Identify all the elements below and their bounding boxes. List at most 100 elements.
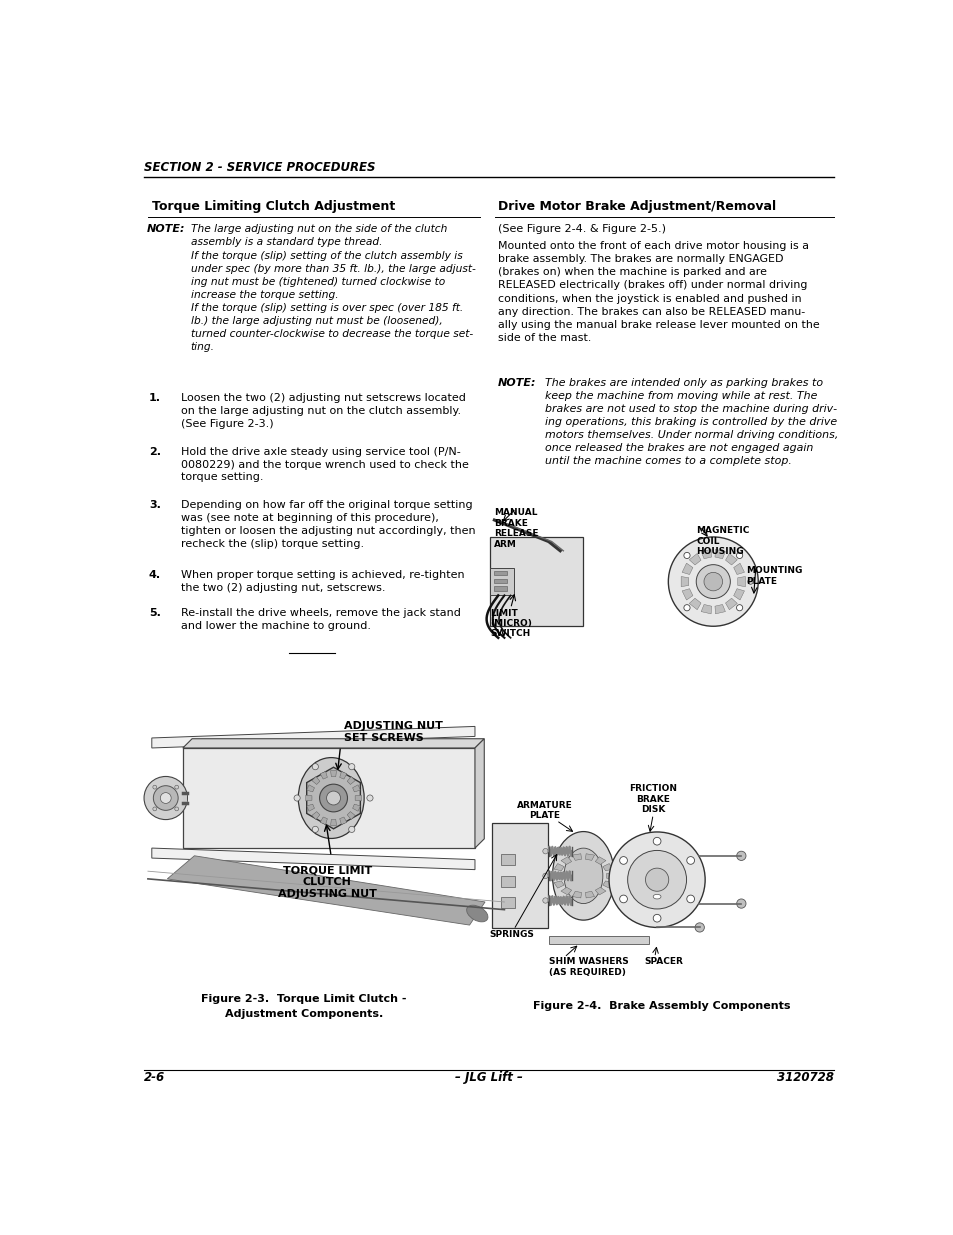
Ellipse shape (298, 757, 364, 839)
Polygon shape (306, 795, 312, 802)
Text: Torque Limiting Clutch Adjustment: Torque Limiting Clutch Adjustment (152, 200, 395, 212)
Polygon shape (554, 863, 563, 871)
Circle shape (747, 579, 753, 584)
Polygon shape (602, 863, 613, 871)
Polygon shape (152, 726, 475, 748)
Polygon shape (714, 550, 724, 558)
Text: 4.: 4. (149, 571, 161, 580)
Circle shape (645, 868, 668, 892)
Circle shape (736, 899, 745, 908)
Circle shape (686, 857, 694, 864)
Bar (183, 748, 475, 848)
Text: The brakes are intended only as parking brakes to
keep the machine from moving w: The brakes are intended only as parking … (544, 378, 838, 466)
Circle shape (695, 923, 703, 932)
Polygon shape (725, 598, 737, 610)
Text: SPRINGS: SPRINGS (488, 930, 534, 939)
Polygon shape (306, 767, 360, 829)
Circle shape (736, 851, 745, 861)
Bar (494, 587, 506, 590)
Polygon shape (700, 550, 711, 558)
Text: SHIM WASHERS
(AS REQUIRED): SHIM WASHERS (AS REQUIRED) (548, 957, 628, 977)
Bar (490, 537, 583, 626)
Polygon shape (320, 772, 327, 779)
Circle shape (569, 898, 575, 904)
Polygon shape (339, 772, 347, 779)
Circle shape (668, 537, 758, 626)
Polygon shape (688, 598, 700, 610)
Polygon shape (737, 577, 744, 587)
Text: NOTE:: NOTE: (147, 225, 186, 235)
Text: FRICTION
BRAKE
DISK: FRICTION BRAKE DISK (629, 784, 677, 814)
Bar (490, 568, 513, 595)
Text: Figure 2-4.  Brake Assembly Components: Figure 2-4. Brake Assembly Components (532, 1000, 789, 1010)
Polygon shape (560, 857, 571, 864)
Text: Drive Motor Brake Adjustment/Removal: Drive Motor Brake Adjustment/Removal (497, 200, 776, 212)
Text: Figure 2-3.  Torque Limit Clutch -: Figure 2-3. Torque Limit Clutch - (201, 994, 406, 1004)
Text: 2.: 2. (149, 447, 161, 457)
Circle shape (367, 795, 373, 802)
Polygon shape (606, 873, 614, 879)
Text: Hold the drive axle steady using service tool (P/N-
0080229) and the torque wren: Hold the drive axle steady using service… (181, 447, 469, 483)
Circle shape (174, 785, 178, 789)
Text: Loosen the two (2) adjusting nut setscrews located
on the large adjusting nut on: Loosen the two (2) adjusting nut setscre… (181, 393, 466, 429)
Bar (500, 898, 515, 908)
Circle shape (294, 795, 300, 802)
Text: LIMIT
(MICRO)
SWITCH: LIMIT (MICRO) SWITCH (490, 609, 532, 638)
Polygon shape (353, 784, 360, 792)
Circle shape (542, 848, 548, 853)
Polygon shape (595, 857, 605, 864)
Text: ARMATURE
PLATE: ARMATURE PLATE (517, 802, 572, 820)
Bar (548, 936, 649, 944)
Circle shape (174, 806, 178, 811)
Text: 5.: 5. (149, 608, 161, 618)
Text: 2-6: 2-6 (144, 1071, 165, 1084)
Polygon shape (572, 853, 581, 861)
Text: Adjustment Components.: Adjustment Components. (225, 1009, 383, 1019)
Circle shape (653, 914, 660, 923)
Circle shape (348, 763, 355, 769)
Bar (494, 571, 506, 576)
Polygon shape (312, 811, 319, 820)
Polygon shape (307, 784, 314, 792)
Circle shape (696, 564, 730, 599)
Text: ADJUSTING NUT
SET SCREWS: ADJUSTING NUT SET SCREWS (344, 721, 443, 742)
Polygon shape (552, 873, 559, 879)
Circle shape (542, 873, 548, 878)
Circle shape (312, 826, 318, 832)
Circle shape (736, 605, 742, 611)
Polygon shape (353, 804, 360, 811)
Circle shape (683, 605, 689, 611)
Text: MOUNTING
PLATE: MOUNTING PLATE (745, 566, 801, 585)
Text: When proper torque setting is achieved, re-tighten
the two (2) adjusting nut, se: When proper torque setting is achieved, … (181, 571, 464, 593)
Polygon shape (307, 804, 314, 811)
Polygon shape (183, 793, 187, 803)
Bar (494, 578, 506, 583)
Polygon shape (725, 553, 737, 564)
Circle shape (619, 895, 627, 903)
Circle shape (326, 792, 340, 805)
Polygon shape (714, 604, 724, 614)
Text: 3.: 3. (149, 500, 161, 510)
Text: SPACER: SPACER (643, 957, 682, 967)
Text: Mounted onto the front of each drive motor housing is a
brake assembly. The brak: Mounted onto the front of each drive mot… (497, 241, 820, 342)
Circle shape (683, 552, 689, 558)
Polygon shape (681, 563, 692, 574)
Text: TORQUE LIMIT
CLUTCH
ADJUSTING NUT: TORQUE LIMIT CLUTCH ADJUSTING NUT (277, 866, 376, 899)
Polygon shape (554, 881, 563, 888)
Circle shape (569, 848, 575, 855)
Ellipse shape (563, 848, 602, 904)
Circle shape (542, 898, 548, 903)
Circle shape (619, 857, 627, 864)
Polygon shape (475, 739, 484, 848)
Text: MAGNETIC
COIL
HOUSING: MAGNETIC COIL HOUSING (696, 526, 749, 556)
Circle shape (348, 826, 355, 832)
Polygon shape (681, 589, 692, 600)
Circle shape (153, 785, 178, 810)
Text: NOTE:: NOTE: (497, 378, 537, 388)
Text: Re-install the drive wheels, remove the jack stand
and lower the machine to grou: Re-install the drive wheels, remove the … (181, 608, 460, 631)
Text: MANUAL
BRAKE
RELEASE
ARM: MANUAL BRAKE RELEASE ARM (494, 509, 538, 548)
Circle shape (312, 763, 318, 769)
Polygon shape (331, 820, 336, 825)
Polygon shape (733, 589, 743, 600)
Polygon shape (733, 563, 743, 574)
